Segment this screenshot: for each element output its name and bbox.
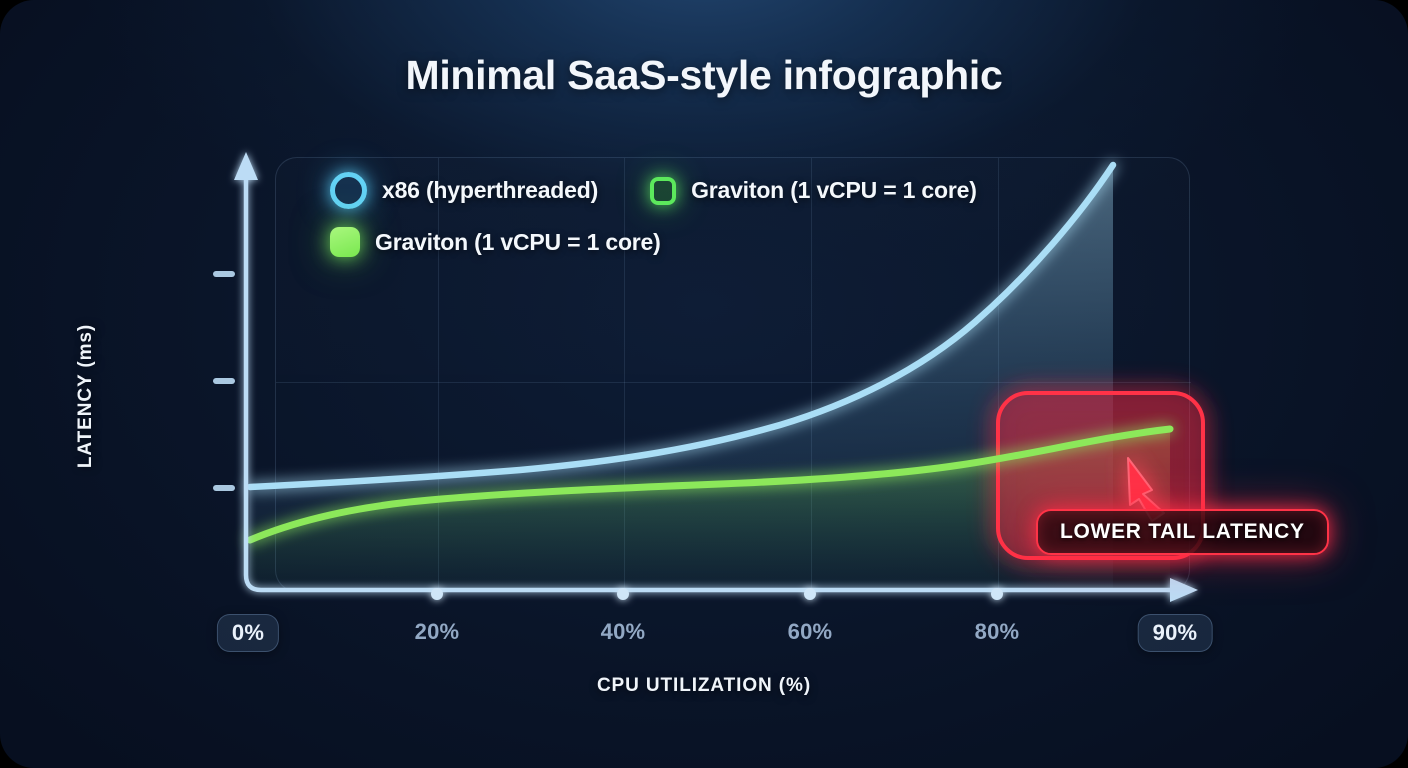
chart-legend: x86 (hyperthreaded) Graviton (1 vCPU = 1… — [330, 172, 1090, 275]
square-filled-icon — [330, 227, 360, 257]
x-tick-label-40: 40% — [600, 619, 646, 644]
legend-item-graviton-filled[interactable]: Graviton (1 vCPU = 1 core) — [330, 227, 661, 257]
annotation-callout: LOWER TAIL LATENCY — [1036, 509, 1329, 555]
ring-icon — [330, 172, 367, 209]
legend-label: x86 (hyperthreaded) — [382, 177, 599, 203]
x-tick-label-90: 90% — [1137, 614, 1213, 652]
square-outline-icon — [650, 176, 677, 205]
legend-label: Graviton (1 vCPU = 1 core) — [691, 177, 977, 203]
x-tick-label-0: 0% — [216, 614, 280, 652]
y-axis-label: LATENCY (ms) — [75, 323, 96, 469]
page-title: Minimal SaaS-style infographic — [405, 52, 1003, 98]
y-axis-ticks — [213, 271, 235, 491]
x-tick-label-20: 20% — [414, 619, 460, 644]
x-axis-label: CPU UTILIZATION (%) — [596, 675, 812, 696]
gridline-horizontal — [276, 382, 1191, 383]
legend-label: Graviton (1 vCPU = 1 core) — [375, 228, 661, 255]
legend-item-x86[interactable]: x86 (hyperthreaded) — [330, 172, 598, 209]
x-tick-label-80: 80% — [974, 619, 1020, 644]
x-tick-label-60: 60% — [787, 619, 833, 644]
axis-arrow-y-icon — [234, 152, 258, 180]
legend-item-graviton-outline[interactable]: Graviton (1 vCPU = 1 core) — [650, 176, 977, 205]
